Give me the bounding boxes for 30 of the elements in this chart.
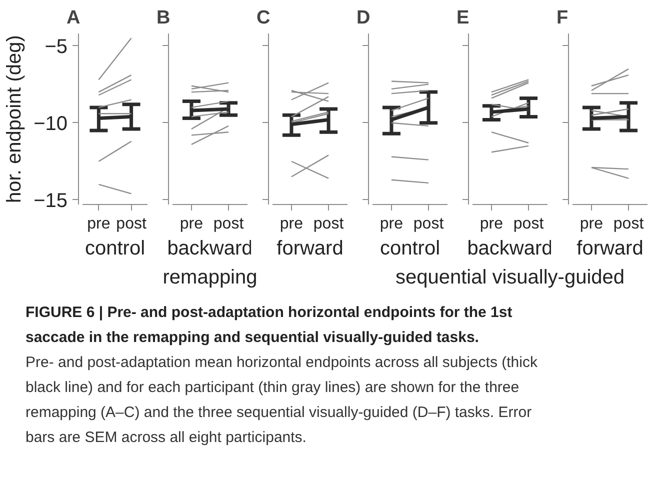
y-tick-label: −15 — [34, 190, 68, 212]
text: FIGURE 6 | Pre- and post-adaptation horizontal endpoints for the 1st saccade in the remapping and sequential visually-guided tasks. — [26, 304, 512, 346]
chart-title: E — [456, 8, 470, 28]
x-tick-label: pre — [87, 216, 110, 232]
text: Pre- and post-adaptation mean horizontal endpoints across all subjects (thick black line) and for each participant (thin gray lines) are shown for the three remapping (A–C) and the three sequential visually-guided (D–F) tasks. Error bars are SEM across all eight participants. — [26, 354, 538, 446]
x-tick-label: pre — [580, 216, 604, 232]
x-axis-title: control — [84, 238, 146, 260]
x-tick-label: post — [613, 216, 644, 232]
chart-title: B — [156, 8, 170, 28]
chart-title: C — [256, 8, 270, 28]
x-tick-label: pre — [280, 216, 304, 232]
x-tick-label: post — [413, 216, 444, 232]
x-tick-label: post — [513, 216, 544, 232]
chart-title: A — [66, 8, 80, 28]
x-tick-label: post — [116, 216, 147, 232]
y-tick-label: −10 — [34, 112, 68, 135]
x-tick-label: post — [213, 216, 244, 232]
x-tick-label: pre — [180, 216, 204, 232]
chart-title: F — [556, 8, 568, 28]
x-axis-title: control — [380, 238, 440, 260]
y-tick-label: −5 — [44, 36, 68, 58]
x-tick-label: post — [313, 216, 344, 232]
x-axis-title: forward — [276, 238, 344, 260]
chart-title: D — [356, 8, 370, 28]
x-tick-label: pre — [380, 216, 404, 232]
y-axis-title: hor. endpoint (deg) — [4, 35, 26, 203]
text: remapping — [162, 266, 258, 288]
text: sequential visually-guided — [395, 266, 625, 288]
x-tick-label: pre — [480, 216, 504, 232]
x-axis-title: forward — [576, 238, 644, 260]
